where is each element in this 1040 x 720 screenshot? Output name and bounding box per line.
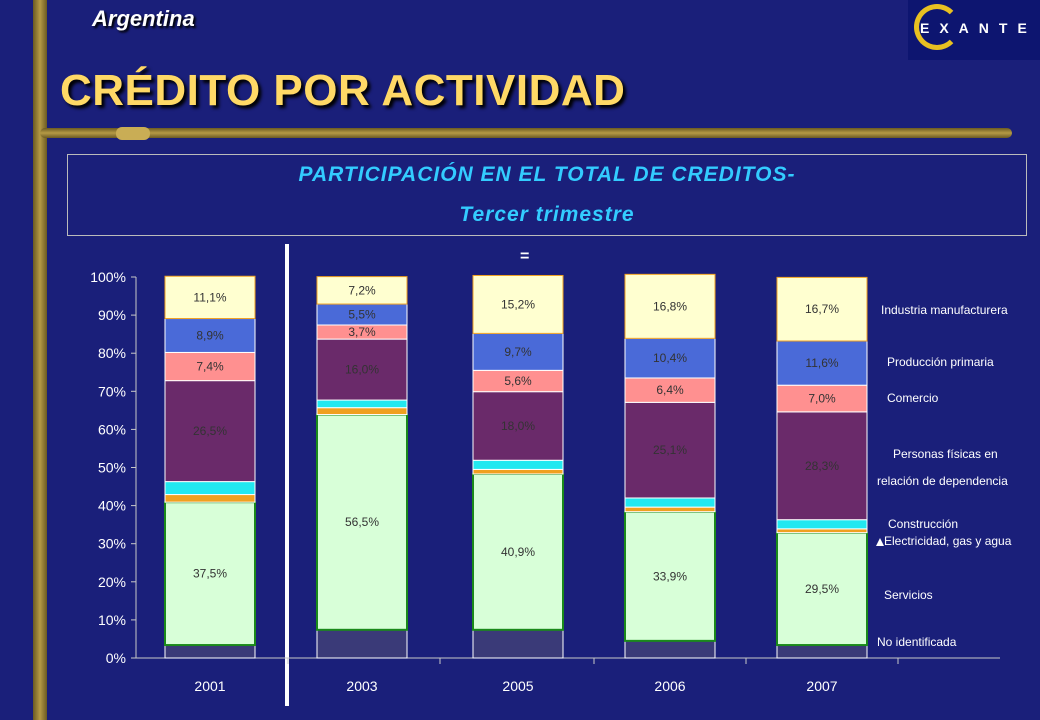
bar-segment (472, 629, 564, 659)
y-tick-label: 20% (98, 574, 126, 590)
y-tick-label: 100% (90, 269, 126, 285)
bar-segment (624, 506, 716, 513)
data-label: 28,3% (805, 459, 839, 473)
page-title: CRÉDITO POR ACTIVIDAD (60, 66, 626, 115)
y-tick-label: 60% (98, 421, 126, 437)
bar-segment (776, 411, 868, 521)
data-label: 11,1% (193, 290, 226, 304)
y-tick-label: 90% (98, 307, 126, 323)
y-tick-label: 0% (106, 650, 126, 666)
bar-segment (624, 337, 716, 379)
legend-industria: Industria manufacturera (881, 303, 1008, 317)
data-label: 18,0% (501, 419, 535, 433)
data-label: 10,4% (653, 351, 687, 365)
bar-segment (164, 318, 256, 353)
data-label: 37,5% (193, 567, 227, 581)
bar-segment (624, 640, 716, 659)
data-label: 56,5% (345, 515, 379, 529)
legend-electricidad: Electricidad, gas y agua (884, 534, 1012, 548)
x-tick-label: 2007 (806, 678, 837, 694)
logo-text: EXANTE (920, 20, 1037, 36)
x-tick-label: 2006 (654, 678, 685, 694)
data-label: 7,0% (808, 392, 836, 406)
data-label: 7,2% (348, 283, 376, 297)
data-label: 8,9% (196, 328, 224, 342)
data-label: 16,8% (653, 299, 687, 313)
bar-segment (164, 275, 256, 320)
data-label: 25,1% (653, 443, 687, 457)
bar-segment (316, 276, 408, 305)
bar-segment (472, 274, 564, 334)
bar-segment (776, 276, 868, 342)
bar-segment (776, 528, 868, 534)
bar-segment (776, 644, 868, 659)
exante-logo: EXANTE (908, 0, 1040, 60)
bar-segment (164, 501, 256, 647)
legend-personas-fisicas-2: relación de dependencia (877, 474, 1008, 488)
x-tick-label: 2003 (346, 678, 377, 694)
legend-no-identificada: No identificada (877, 635, 957, 649)
equal-marker: = (520, 248, 530, 265)
data-label: 15,2% (501, 297, 535, 311)
x-tick-label: 2005 (502, 678, 533, 694)
bar-segment (316, 629, 408, 659)
data-label: 3,7% (348, 325, 376, 339)
data-label: 6,4% (656, 383, 684, 397)
legend-servicios: Servicios (884, 588, 933, 602)
data-label: 40,9% (501, 545, 535, 559)
bar-segment (776, 531, 868, 647)
data-label: 16,7% (805, 302, 839, 316)
chart-subtitle-box: PARTICIPACIÓN EN EL TOTAL DE CREDITOS- T… (67, 154, 1027, 236)
data-label: 16,0% (345, 363, 379, 377)
bar-segment (624, 377, 716, 403)
bar-segment (164, 481, 256, 496)
bar-segment (624, 497, 716, 508)
country-label: Argentina (92, 6, 195, 31)
bar-segment (316, 407, 408, 416)
data-label: 29,5% (805, 582, 839, 596)
bar-segment (776, 519, 868, 530)
bar-segment (164, 351, 256, 382)
period-divider-line (285, 244, 289, 706)
chart-subtitle-line2: Tercer trimestre (459, 203, 635, 226)
data-label: 7,4% (196, 360, 224, 374)
decorative-vertical-bar (33, 0, 47, 720)
data-label: 33,9% (653, 569, 687, 583)
y-tick-label: 40% (98, 498, 126, 514)
data-label: 5,5% (348, 308, 376, 322)
legend-comercio: Comercio (887, 391, 939, 405)
y-tick-label: 80% (98, 345, 126, 361)
legend-produccion-primaria: Producción primaria (887, 355, 994, 369)
bar-segment (776, 340, 868, 386)
data-label: 9,7% (504, 345, 532, 359)
y-tick-label: 10% (98, 612, 126, 628)
data-label: 5,6% (504, 374, 532, 388)
bar-segment (624, 273, 716, 339)
data-label: 11,6% (805, 356, 838, 370)
y-tick-label: 70% (98, 383, 126, 399)
decorative-bar-cap (116, 127, 150, 140)
decorative-horizontal-bar (40, 128, 1012, 138)
bar-segment (164, 644, 256, 659)
bar-segment (472, 472, 564, 631)
bar-segment (164, 494, 256, 503)
bar-segment (472, 459, 564, 470)
legend-construccion: Construcción (888, 517, 959, 531)
bar-segment (316, 338, 408, 401)
y-tick-label: 30% (98, 536, 126, 552)
logo-ring-icon (914, 4, 960, 50)
y-tick-label: 50% (98, 460, 126, 476)
x-tick-label: 2001 (194, 678, 225, 694)
bar-segment (624, 510, 716, 642)
legend-pointer-icon (876, 538, 884, 546)
bar-segment (316, 399, 408, 409)
bar-segment (472, 468, 564, 475)
data-label: 26,5% (193, 424, 227, 438)
bar-segment (624, 401, 716, 499)
chart-subtitle-line1: PARTICIPACIÓN EN EL TOTAL DE CREDITOS- (298, 163, 796, 186)
legend-personas-fisicas-1: Personas físicas en (893, 447, 998, 461)
